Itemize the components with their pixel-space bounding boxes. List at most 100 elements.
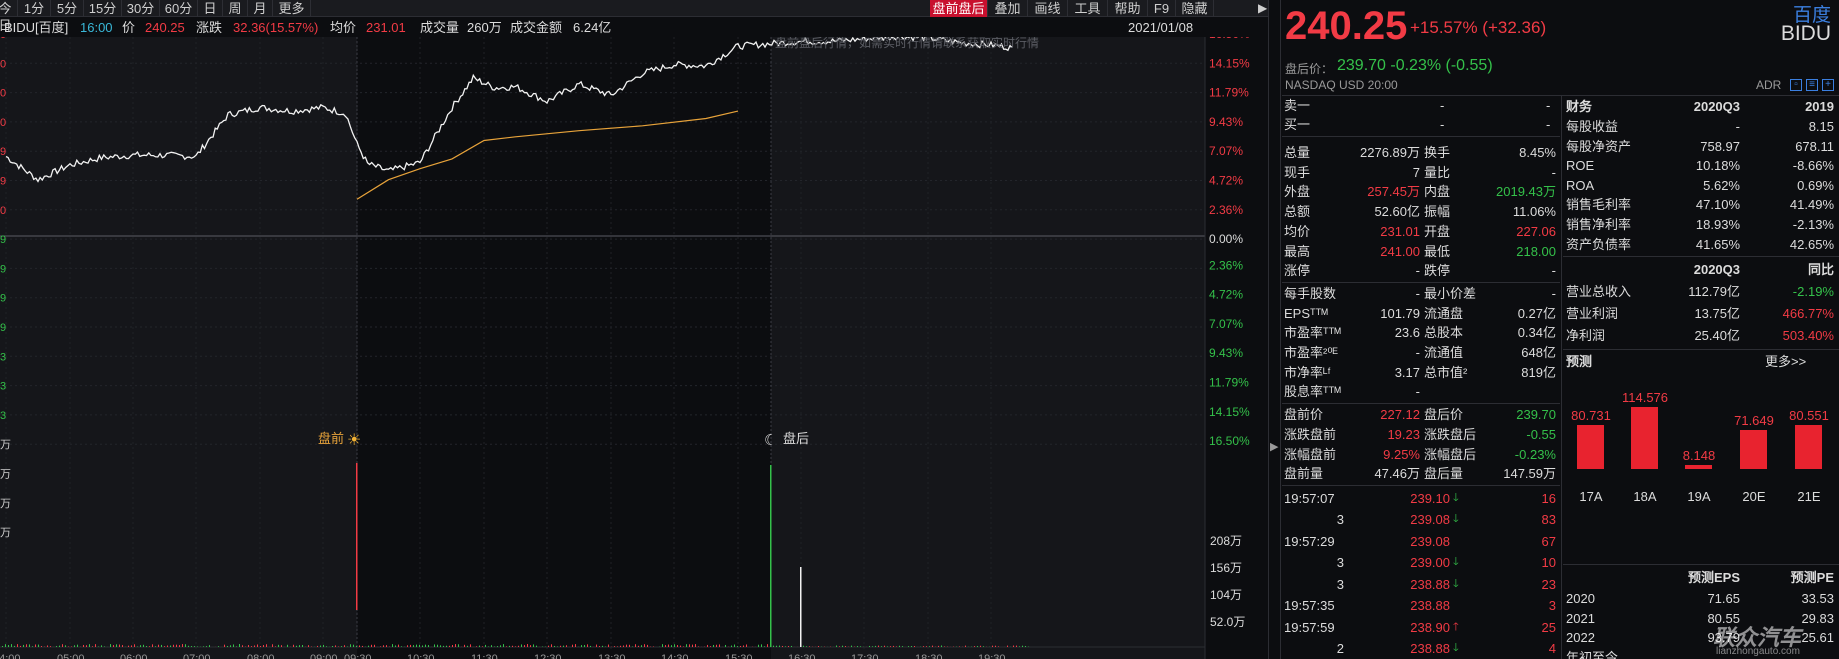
stat2-label-5: 股息率ᵀᵀᴹ	[1284, 384, 1341, 400]
vol-tick-2: 104万	[1210, 588, 1242, 602]
vol-bar	[191, 646, 192, 647]
vol-bar	[515, 646, 516, 647]
vol-bar	[335, 645, 336, 647]
pct-tick-up-7: 0.00%	[1209, 232, 1243, 246]
prepost-label2-3: 盘后量	[1424, 466, 1464, 482]
vol-bar	[743, 645, 744, 647]
stat-label2-3: 振幅	[1424, 204, 1451, 220]
vol-bar	[878, 645, 879, 647]
vol-bar	[983, 646, 984, 647]
vol-bar	[317, 645, 318, 647]
finance2-val1-0: 112.79亿	[1688, 284, 1740, 300]
tab-right-2[interactable]: 画线	[1028, 0, 1068, 17]
finance-val2-0: 8.15	[1808, 119, 1834, 134]
finance-val1-6: 41.65%	[1695, 236, 1740, 252]
finance-col1: 2020Q3	[1693, 99, 1740, 114]
vol-bar	[998, 646, 999, 647]
sep-stats2	[1282, 403, 1560, 405]
tab-2[interactable]: 5分	[51, 0, 84, 17]
vol-bar	[641, 645, 642, 647]
tick-time-4: 3	[1336, 576, 1344, 592]
vol-bar	[164, 646, 165, 647]
vol-bar	[536, 645, 537, 647]
x-tick-12: 15:30	[725, 653, 753, 659]
vol-bar	[662, 644, 663, 647]
forecast-more-link[interactable]: 更多>>	[1765, 354, 1807, 370]
afterhours-shade	[771, 37, 1205, 659]
vol-bar	[890, 646, 891, 647]
collapse-arrow-icon[interactable]: ▶	[1270, 441, 1279, 453]
x-tick-13: 16:30	[788, 653, 816, 659]
vol-bar	[320, 645, 321, 647]
tab-right-3[interactable]: 工具	[1068, 0, 1108, 17]
vol-bar	[248, 645, 249, 647]
vol-bar	[371, 644, 372, 647]
finance2-val2-0: -2.19%	[1792, 284, 1834, 300]
tab-7[interactable]: 周	[223, 0, 248, 17]
left-tick-1: 0	[0, 58, 6, 70]
x-tick-0: 04:00	[0, 653, 21, 659]
price-line	[5, 37, 1013, 183]
pct-tick-up-1: 14.15%	[1209, 56, 1250, 70]
vol-bar	[308, 645, 309, 647]
vol-bar	[2, 646, 3, 647]
vol-bar	[926, 646, 927, 647]
avg-value: 231.01	[366, 20, 406, 35]
brand-name-cn[interactable]: 百度	[1792, 5, 1831, 26]
finance2-val2-1: 466.77%	[1782, 306, 1834, 322]
vol-bar	[32, 646, 33, 647]
orderbook-label-0: 卖一	[1284, 98, 1311, 113]
doc-icon[interactable]: ≡	[1806, 79, 1818, 91]
forecast-bar-label-0: 17A	[1579, 489, 1603, 504]
vol-bar	[227, 645, 228, 647]
finance-val2-6: 42.65%	[1789, 236, 1834, 252]
watermark-url: lianzhongauto.com	[1716, 646, 1800, 657]
tab-0[interactable]: 今日	[0, 0, 18, 33]
vol-bar	[494, 646, 495, 647]
vol-bar	[506, 646, 507, 647]
tab-6[interactable]: 日	[198, 0, 223, 17]
tab-1[interactable]: 1分	[18, 0, 51, 17]
vol-bar	[653, 646, 654, 647]
tab-3[interactable]: 15分	[84, 0, 122, 17]
vol-bar	[638, 645, 639, 647]
vol-bar	[500, 645, 501, 647]
tab-right-6[interactable]: 隐藏	[1176, 0, 1214, 17]
stat2-value-3: -	[1415, 345, 1420, 360]
vol-bar	[275, 646, 276, 647]
tab-right-0[interactable]: 盘前盘后	[930, 0, 988, 17]
forecast-bar-1	[1631, 407, 1658, 469]
vol-bar	[626, 644, 627, 647]
tick-price-2: 239.08	[1410, 533, 1450, 549]
tab-8[interactable]: 月	[248, 0, 273, 17]
tab-right-4[interactable]: 帮助	[1108, 0, 1148, 17]
adr-box-icon[interactable]: ▫	[1790, 79, 1802, 91]
vol-bar	[209, 645, 210, 647]
tab-right-1[interactable]: 叠加	[988, 0, 1028, 17]
vol-bar	[773, 645, 774, 647]
tab-9[interactable]: 更多	[273, 0, 311, 17]
vol-bar	[77, 644, 78, 647]
vol-bar	[47, 645, 48, 647]
expand-arrow-icon[interactable]: ▶	[1258, 1, 1268, 15]
vol-bar	[455, 644, 456, 647]
vol-bar	[584, 644, 585, 647]
vol-bar	[362, 645, 363, 647]
finance-val2-2: -8.66%	[1792, 158, 1834, 174]
vol-bar	[1025, 646, 1026, 647]
x-tick-9: 12:30	[534, 653, 562, 659]
vol-bar	[965, 645, 966, 647]
intraday-chart[interactable]: 16.50% 14.15% 11.79% 9.43% 7.07% 4.72% 2.36% 0.…	[0, 37, 1268, 659]
plus-icon[interactable]: +	[1822, 79, 1834, 91]
tab-5[interactable]: 60分	[160, 0, 198, 17]
tab-right-5[interactable]: F9	[1148, 0, 1176, 17]
vol-bar	[266, 644, 267, 647]
stat2-value-4: 3.17	[1394, 364, 1420, 380]
prepost-value-0: 227.12	[1380, 407, 1420, 423]
adr-label[interactable]: ADR	[1756, 78, 1782, 92]
finance2-val1-1: 13.75亿	[1694, 306, 1740, 322]
vol-bar	[1016, 645, 1017, 647]
prepost-label2-0: 盘后价	[1424, 407, 1464, 423]
tab-4[interactable]: 30分	[122, 0, 160, 17]
stat-label-5: 最高	[1284, 243, 1311, 259]
